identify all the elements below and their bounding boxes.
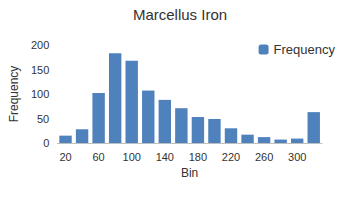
svg-text:260: 260 [255, 151, 273, 163]
svg-text:180: 180 [189, 151, 207, 163]
svg-text:20: 20 [59, 151, 71, 163]
svg-text:60: 60 [92, 151, 104, 163]
svg-text:140: 140 [156, 151, 174, 163]
svg-text:220: 220 [222, 151, 240, 163]
svg-text:150: 150 [31, 64, 49, 76]
svg-text:Frequency: Frequency [274, 42, 336, 57]
svg-text:100: 100 [123, 151, 141, 163]
svg-text:300: 300 [288, 151, 306, 163]
svg-text:0: 0 [43, 137, 49, 149]
svg-text:200: 200 [31, 39, 49, 51]
svg-text:50: 50 [37, 113, 49, 125]
svg-text:100: 100 [31, 88, 49, 100]
svg-text:Bin: Bin [181, 166, 198, 180]
svg-text:Marcellus Iron: Marcellus Iron [133, 6, 227, 23]
svg-text:Frequency: Frequency [7, 66, 21, 123]
